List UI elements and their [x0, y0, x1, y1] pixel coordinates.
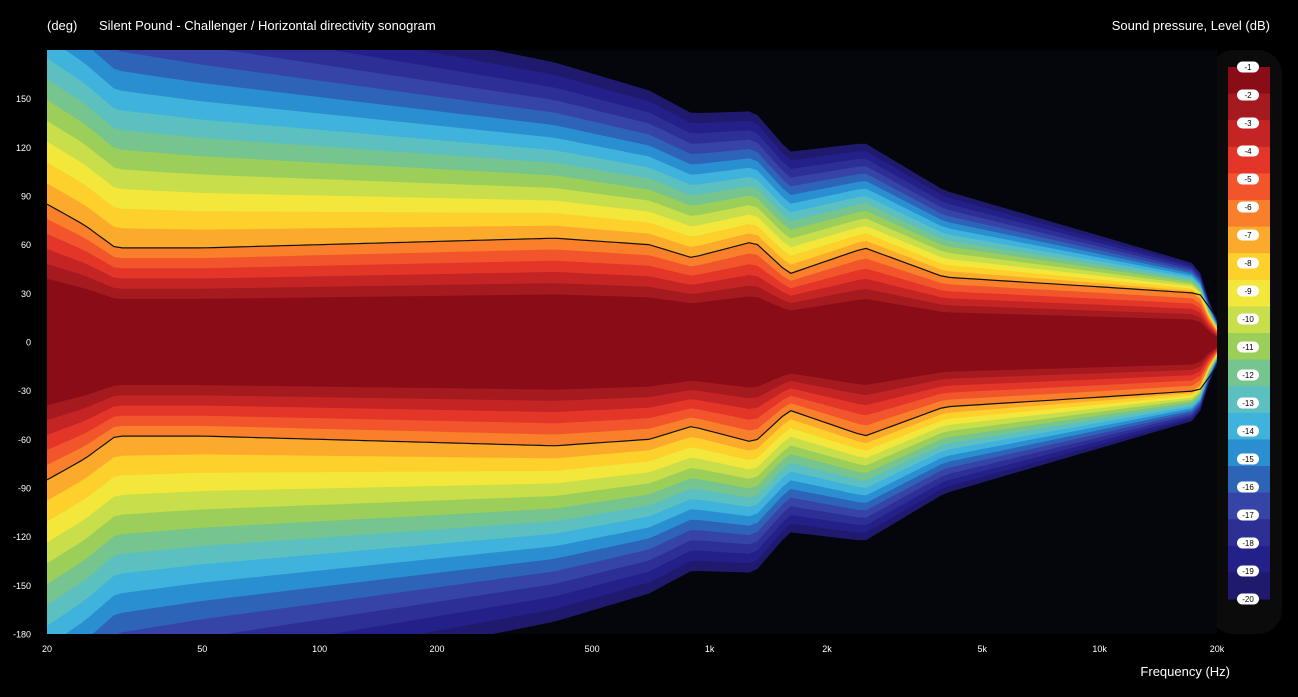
x-axis-label: Frequency (Hz): [1140, 664, 1230, 679]
colorbar-label-pill: [1237, 453, 1259, 465]
colorbar-level-label: -12: [1242, 371, 1254, 380]
colorbar-label-pill: [1237, 313, 1259, 325]
colorbar-level-label: -8: [1244, 259, 1252, 268]
colorbar-label-pill: [1237, 285, 1259, 297]
colorbar-label-pill: [1237, 173, 1259, 185]
x-tick-label: 5k: [977, 644, 987, 654]
colorbar-label-pill: [1237, 257, 1259, 269]
colorbar-label-pill: [1237, 89, 1259, 101]
colorbar-level-label: -15: [1242, 455, 1254, 464]
x-tick-label: 20k: [1210, 644, 1225, 654]
colorbar-level-label: -6: [1244, 203, 1252, 212]
colorbar-level-label: -4: [1244, 147, 1252, 156]
colorbar-level-label: -20: [1242, 595, 1254, 604]
colorbar-level-label: -3: [1244, 119, 1252, 128]
colorbar-label-pill: [1237, 425, 1259, 437]
colorbar-level-label: -16: [1242, 483, 1254, 492]
y-tick-label: -30: [18, 386, 31, 396]
colorbar-label-pill: [1237, 61, 1259, 73]
colorbar-level-label: -13: [1242, 399, 1254, 408]
colorbar-label-pill: [1237, 481, 1259, 493]
colorbar-level-label: -5: [1244, 175, 1252, 184]
colorbar-title: Sound pressure, Level (dB): [1111, 18, 1270, 33]
y-axis: 150 120 90 60 30 0 -30 -60 -90 -120 -150 -180: [13, 94, 31, 639]
x-tick-label: 10k: [1092, 644, 1107, 654]
y-tick-label: -60: [18, 435, 31, 445]
colorbar-label-pill: [1237, 537, 1259, 549]
y-tick-label: 30: [21, 289, 31, 299]
x-tick-label: 50: [197, 644, 207, 654]
x-tick-label: 20: [42, 644, 52, 654]
colorbar-label-pill: [1237, 117, 1259, 129]
beamwidth-line-upper: [47, 203, 1217, 319]
y-tick-label: -120: [13, 532, 31, 542]
y-tick-label: 90: [21, 192, 31, 202]
colorbar-label-pill: [1237, 341, 1259, 353]
x-axis: 20 50 100 200 500 1k 2k 5k 10k 20k: [42, 644, 1225, 654]
beamwidth-lines: [47, 203, 1217, 481]
x-tick-label: 100: [312, 644, 327, 654]
sonogram-bands: [47, 50, 1217, 634]
colorbar-level-label: -11: [1243, 343, 1255, 352]
y-axis-unit: (deg): [47, 18, 78, 33]
colorbar-label-pill: [1237, 397, 1259, 409]
x-tick-label: 2k: [822, 644, 832, 654]
colorbar-label-pill: [1237, 145, 1259, 157]
y-tick-label: -90: [18, 484, 31, 494]
beamwidth-line-lower: [47, 365, 1217, 481]
colorbar-level-label: -7: [1244, 231, 1252, 240]
colorbar-level-label: -1: [1244, 63, 1252, 72]
colorbar-label-pill: [1237, 369, 1259, 381]
contour-band-1db: [47, 278, 1217, 406]
colorbar-level-label: -10: [1242, 315, 1254, 324]
x-tick-label: 500: [585, 644, 600, 654]
colorbar-label-pill: [1237, 565, 1259, 577]
colorbar-label-pill: [1237, 229, 1259, 241]
colorbar: -1 -2 -3 -4 -5 -6 -7 -8 -9 -10 -11 -12 -13 -14 -15 -16 -…: [1228, 61, 1270, 605]
colorbar-level-label: -14: [1242, 427, 1254, 436]
colorbar-label-pill: [1237, 509, 1259, 521]
y-tick-label: -150: [13, 581, 31, 591]
colorbar-level-label: -2: [1244, 91, 1252, 100]
chart-title: Silent Pound - Challenger / Horizontal d…: [99, 18, 436, 33]
x-tick-label: 1k: [705, 644, 715, 654]
colorbar-level-label: -17: [1242, 511, 1254, 520]
colorbar-level-label: -18: [1242, 539, 1254, 548]
colorbar-level-label: -9: [1244, 287, 1252, 296]
y-tick-label: 150: [16, 94, 31, 104]
colorbar-level-label: -19: [1242, 567, 1254, 576]
y-tick-label: 0: [26, 338, 31, 348]
colorbar-label-pill: [1237, 201, 1259, 213]
colorbar-label-pill: [1237, 593, 1259, 605]
y-tick-label: 60: [21, 240, 31, 250]
y-tick-label: -180: [13, 630, 31, 640]
y-tick-label: 120: [16, 143, 31, 153]
x-tick-label: 200: [429, 644, 444, 654]
